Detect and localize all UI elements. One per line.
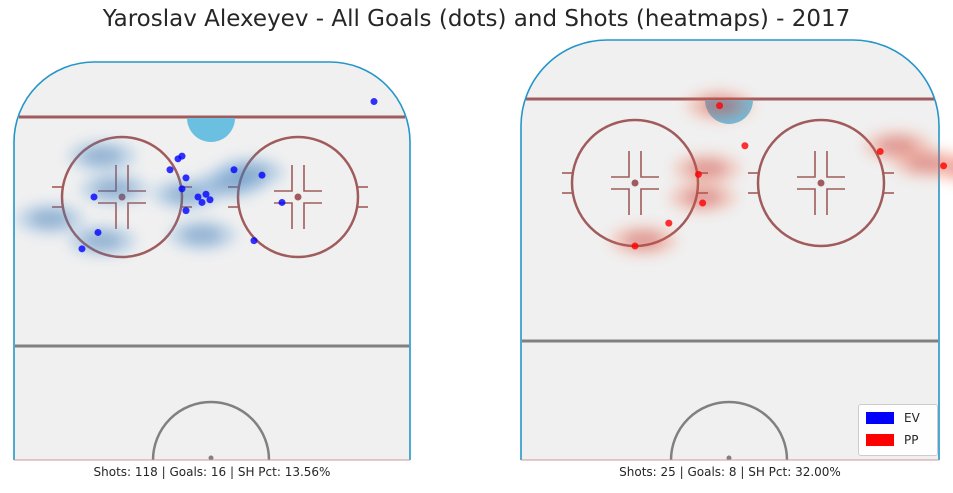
heat-core [82, 231, 122, 250]
faceoff-dot-left [631, 179, 639, 187]
goal-dot [716, 102, 724, 110]
hash-mark [797, 151, 816, 178]
center-circle [151, 400, 271, 461]
goal-dot [876, 148, 884, 155]
goal-dot [631, 242, 639, 250]
hash-mark [303, 202, 322, 229]
legend-item-pp: PP [866, 433, 918, 447]
faceoff-circle-right [756, 118, 886, 248]
goal-dots [631, 102, 948, 250]
hash-mark [611, 151, 630, 178]
legend: EV PP [858, 404, 938, 456]
goal-dot [250, 237, 258, 245]
legend-item-ev: EV [866, 411, 920, 425]
goal-dot [206, 196, 214, 204]
power-play-summary: Shots: 25 | Goals: 8 | SH Pct: 32.00% [619, 465, 841, 479]
even-strength-rink [13, 61, 411, 461]
goal-dot [178, 185, 186, 193]
heat-core [30, 209, 70, 228]
hash-mark [797, 188, 816, 215]
rink-boards [13, 61, 411, 460]
heat-core [682, 188, 723, 207]
goal-dot [166, 166, 174, 174]
shot-heatmap [16, 140, 284, 257]
hash-mark [640, 151, 659, 178]
heat-core [948, 163, 953, 175]
chart-title: Yaroslav Alexeyev - All Goals (dots) and… [102, 6, 851, 32]
goal-dot [194, 193, 202, 201]
heat-core [623, 231, 664, 250]
hash-mark [640, 188, 659, 215]
goal-dot [178, 152, 186, 160]
legend-label-ev: EV [904, 411, 920, 425]
center-dot [726, 455, 732, 461]
rink-boards [520, 39, 940, 460]
goal-dot [78, 245, 86, 253]
hash-mark [826, 151, 845, 178]
goal-dot [370, 98, 378, 106]
heat-core [182, 226, 222, 245]
heat-core [686, 159, 727, 178]
heat-core [877, 136, 918, 155]
legend-swatch-pp [866, 434, 894, 446]
goal-dot [202, 190, 210, 198]
legend-swatch-ev [866, 412, 894, 424]
goal-dot [94, 228, 102, 236]
goal-dot [665, 219, 673, 227]
legend-label-pp: PP [904, 433, 919, 447]
faceoff-dot-right [294, 193, 302, 201]
goal-dot [278, 198, 286, 206]
center-circle [669, 400, 789, 461]
hash-mark [303, 165, 322, 192]
power-play-rink [520, 39, 953, 461]
hash-mark [826, 188, 845, 215]
goal-dot [90, 193, 98, 201]
center-dot [208, 455, 214, 461]
goal-crease [187, 118, 235, 142]
goal-dot [694, 170, 702, 178]
ice-surface [521, 40, 939, 460]
hash-mark [274, 165, 293, 192]
goal-dot [182, 207, 190, 215]
goal-dot [230, 166, 238, 174]
hash-mark [611, 188, 630, 215]
heat-core [82, 147, 122, 166]
goal-dot [741, 142, 749, 150]
goal-dots [78, 98, 378, 253]
even-strength-summary: Shots: 118 | Goals: 16 | SH Pct: 13.56% [93, 465, 331, 479]
faceoff-dot-right [817, 179, 825, 187]
goal-dot [940, 162, 948, 170]
goal-dot [198, 198, 206, 206]
goal-dot [182, 174, 190, 182]
heat-core [94, 179, 134, 198]
goal-dot [258, 171, 266, 179]
goal-dot [699, 199, 707, 207]
